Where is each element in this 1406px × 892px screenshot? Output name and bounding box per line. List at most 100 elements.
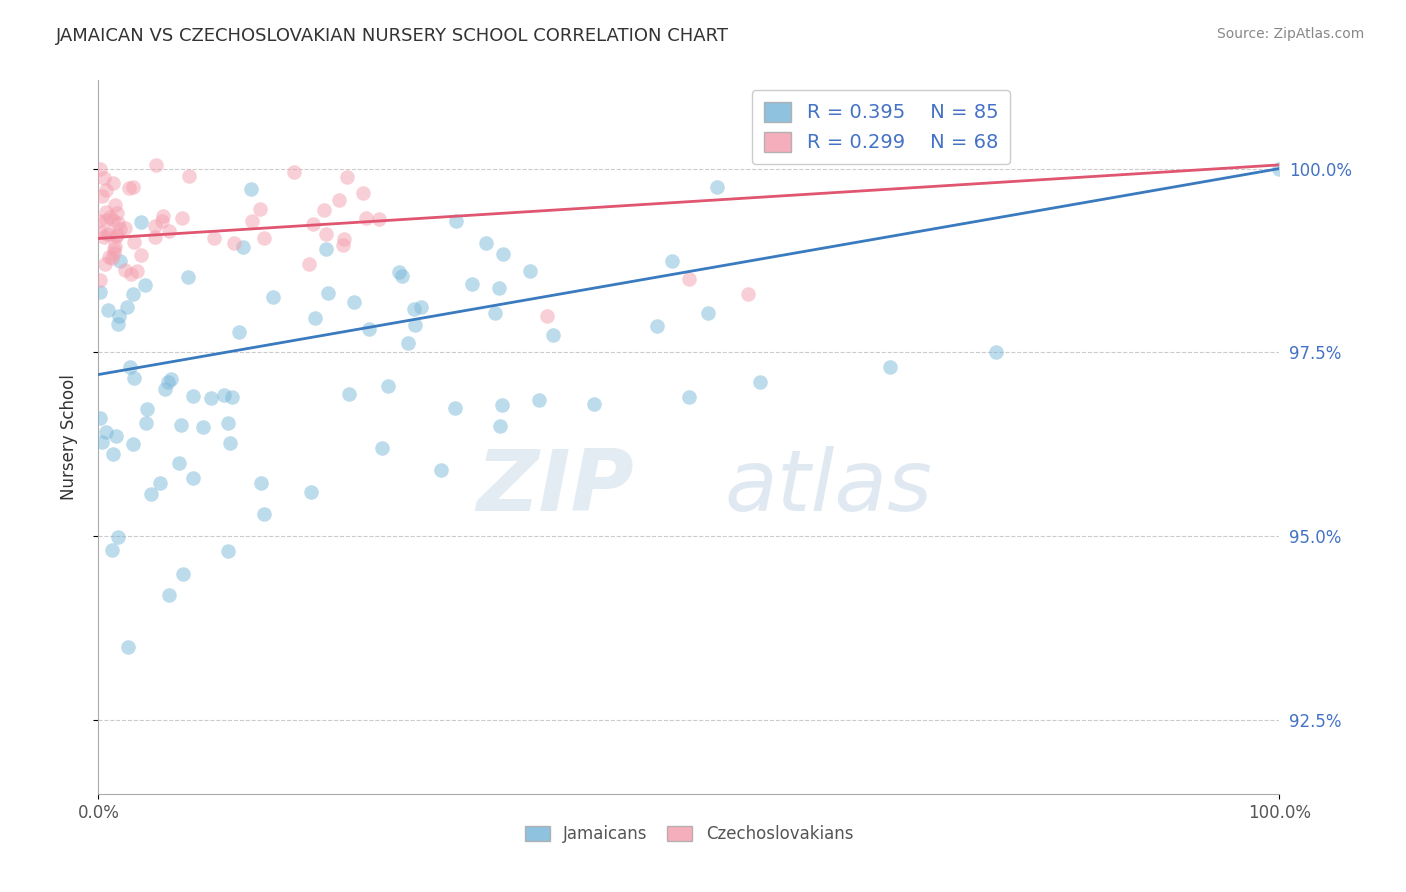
Point <box>105 206 128 220</box>
Point <box>98 227 121 242</box>
Point <box>89 411 111 425</box>
Point <box>488 281 510 295</box>
Point <box>202 230 225 244</box>
Point <box>678 390 700 404</box>
Point <box>120 268 142 282</box>
Point <box>181 389 204 403</box>
Point <box>315 227 337 241</box>
Point <box>149 476 172 491</box>
Legend: Jamaicans, Czechoslovakians: Jamaicans, Czechoslovakians <box>517 819 860 850</box>
Point <box>105 227 128 242</box>
Point <box>1268 161 1291 176</box>
Point <box>129 215 152 229</box>
Point <box>253 231 276 245</box>
Point <box>371 441 394 455</box>
Point <box>143 230 166 244</box>
Point <box>94 205 117 219</box>
Point <box>134 277 156 292</box>
Point <box>333 232 356 246</box>
Point <box>143 219 166 234</box>
Point <box>444 214 467 228</box>
Point <box>101 543 124 558</box>
Point <box>200 392 222 406</box>
Point <box>105 429 128 443</box>
Point <box>96 425 118 440</box>
Point <box>312 202 335 217</box>
Point <box>519 264 541 278</box>
Point <box>93 257 115 271</box>
Point <box>117 640 139 654</box>
Point <box>250 476 273 491</box>
Point <box>396 335 419 350</box>
Point <box>240 213 263 227</box>
Point <box>315 242 337 256</box>
Point <box>97 303 120 318</box>
Point <box>96 213 118 227</box>
Point <box>298 257 321 271</box>
Point <box>583 397 606 411</box>
Point <box>169 456 191 470</box>
Point <box>696 305 718 319</box>
Point <box>443 401 465 415</box>
Point <box>354 211 377 226</box>
Point <box>108 222 131 236</box>
Point <box>737 286 759 301</box>
Point <box>157 588 180 602</box>
Point <box>125 264 148 278</box>
Point <box>224 235 246 250</box>
Point <box>304 311 326 326</box>
Point <box>152 210 174 224</box>
Point <box>120 359 142 374</box>
Point <box>121 437 143 451</box>
Point <box>404 318 426 333</box>
Point <box>879 360 901 375</box>
Point <box>221 390 243 404</box>
Point <box>193 420 215 434</box>
Point <box>262 290 284 304</box>
Point <box>114 262 136 277</box>
Point <box>253 508 276 522</box>
Point <box>104 198 127 212</box>
Point <box>157 224 180 238</box>
Point <box>491 398 513 412</box>
Point <box>122 179 145 194</box>
Point <box>93 170 115 185</box>
Point <box>239 182 262 196</box>
Point <box>645 319 668 334</box>
Point <box>141 486 163 500</box>
Point <box>107 529 129 543</box>
Point <box>107 317 129 331</box>
Point <box>302 217 325 231</box>
Text: ZIP: ZIP <box>477 445 634 529</box>
Point <box>536 309 558 323</box>
Point <box>114 221 136 235</box>
Point <box>121 287 143 301</box>
Point <box>89 162 111 177</box>
Point <box>104 228 127 243</box>
Point <box>103 447 125 461</box>
Point <box>90 189 112 203</box>
Point <box>98 210 121 224</box>
Point <box>543 328 565 343</box>
Point <box>101 213 124 227</box>
Point <box>103 176 125 190</box>
Point <box>402 301 425 316</box>
Point <box>177 169 200 184</box>
Point <box>177 269 200 284</box>
Point <box>103 246 125 260</box>
Point <box>89 273 111 287</box>
Point <box>94 183 117 197</box>
Point <box>388 265 411 279</box>
Point <box>219 436 242 450</box>
Point <box>101 251 124 265</box>
Point <box>492 247 515 261</box>
Point <box>89 225 111 239</box>
Point <box>352 186 374 200</box>
Point <box>367 211 389 226</box>
Point <box>107 216 129 230</box>
Point <box>391 269 413 284</box>
Point <box>337 386 360 401</box>
Point <box>299 485 322 500</box>
Point <box>232 240 254 254</box>
Point <box>124 371 146 385</box>
